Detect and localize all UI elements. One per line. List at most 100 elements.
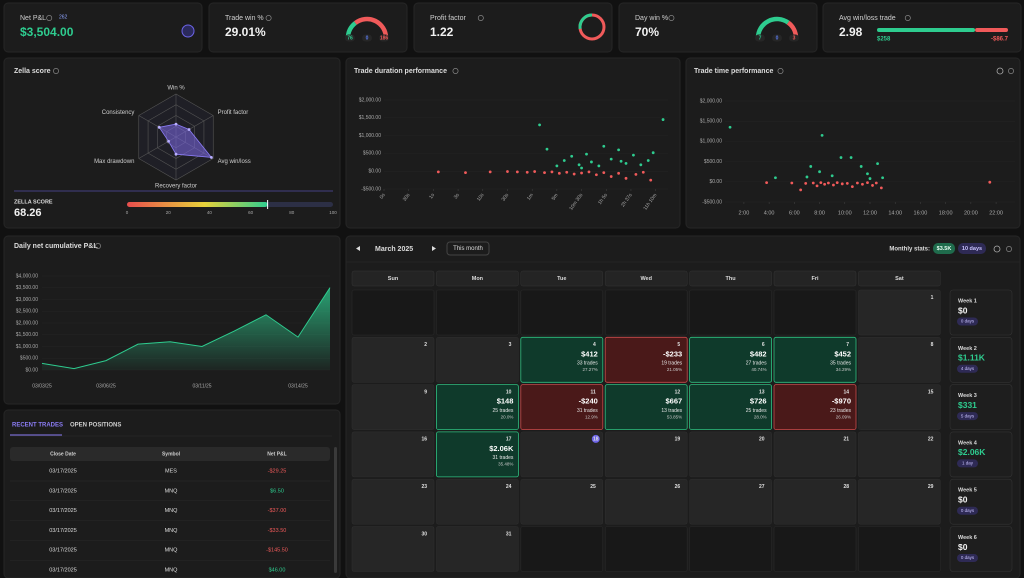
settings-icon[interactable] <box>996 67 1004 75</box>
day-pnl: $482 <box>750 349 767 358</box>
day-number: 12 <box>675 389 681 395</box>
day-cell[interactable] <box>351 337 435 383</box>
scatter-point <box>804 182 808 185</box>
y-tick-label: $0.00 <box>368 169 381 175</box>
day-cell[interactable] <box>351 384 435 430</box>
gauge-pill <box>772 34 782 42</box>
day-cell[interactable] <box>351 526 435 572</box>
day-cell[interactable] <box>435 431 519 478</box>
day-cell[interactable] <box>520 478 604 525</box>
table-cell: MNQ <box>165 567 179 573</box>
day-number: 26 <box>675 484 681 490</box>
day-cell[interactable] <box>858 289 941 336</box>
button-label[interactable]: This month <box>453 246 483 252</box>
day-cell[interactable] <box>604 384 688 431</box>
day-cell[interactable] <box>520 431 604 478</box>
day-cell[interactable] <box>858 384 941 430</box>
day-cell[interactable] <box>689 384 772 431</box>
x-tick-label: 6:00 <box>789 210 800 216</box>
x-tick-label: 20:00 <box>964 210 978 216</box>
week-label: Week 4 <box>958 440 978 446</box>
empty-cell <box>604 526 688 572</box>
day-number: 22 <box>928 437 934 443</box>
day-cell[interactable] <box>436 337 519 383</box>
day-cell[interactable] <box>604 478 688 525</box>
day-cell[interactable] <box>773 431 857 478</box>
day-number: 29 <box>928 484 934 490</box>
panel-title: Daily net cumulative P&L <box>14 243 98 250</box>
table-cell: 03/17/2025 <box>49 508 77 514</box>
y-tick-label: $1,500.00 <box>359 115 381 121</box>
day-cell[interactable] <box>436 478 519 525</box>
day-cell[interactable] <box>604 336 688 383</box>
day-cell[interactable] <box>520 384 604 431</box>
y-tick-label: $3,500.00 <box>16 285 38 291</box>
day-number: 31 <box>506 531 512 537</box>
day-trades: 19 trades <box>661 361 682 367</box>
day-cell[interactable] <box>689 431 772 478</box>
ring-win <box>578 13 593 30</box>
scatter-point <box>550 170 554 174</box>
scatter-point <box>555 164 559 168</box>
gauge-label: 186 <box>380 35 389 41</box>
day-cell[interactable] <box>773 478 857 525</box>
weekday-label: Fri <box>811 276 819 282</box>
button[interactable] <box>446 241 490 256</box>
scatter-point <box>881 176 885 180</box>
week-days-pill <box>957 364 978 373</box>
next-arrow[interactable] <box>432 246 436 251</box>
day-cell[interactable] <box>689 336 772 383</box>
day-cell[interactable] <box>351 431 435 478</box>
scatter-point <box>632 153 635 157</box>
avg-win-label: $258 <box>877 37 891 43</box>
week-pnl: $331 <box>958 400 977 410</box>
day-number: 2 <box>424 342 427 348</box>
weekday-cell <box>604 270 688 287</box>
scatter-point <box>624 161 628 165</box>
day-winrate: 28.0% <box>754 414 767 419</box>
tab[interactable]: RECENT TRADES <box>12 423 63 429</box>
x-tick-label: 03/06/25 <box>96 383 116 389</box>
day-cell[interactable] <box>858 478 941 525</box>
day-trades: 13 trades <box>661 408 682 414</box>
scatter-point <box>646 159 650 162</box>
kpi-value: 29.01% <box>225 25 266 39</box>
day-cell[interactable] <box>435 384 519 431</box>
panel-title: Trade duration performance <box>354 68 447 75</box>
stats-days: 10 days <box>962 246 982 252</box>
day-cell[interactable] <box>689 478 772 525</box>
tab[interactable]: OPEN POSITIONS <box>70 423 121 429</box>
stats-label: Monthly stats: <box>889 247 930 253</box>
gauge-label: 76 <box>347 35 353 41</box>
day-cell[interactable] <box>604 431 688 478</box>
stats-pill <box>933 243 955 254</box>
day-cell[interactable] <box>773 336 857 383</box>
radar-point <box>157 125 161 129</box>
info-icon <box>452 68 459 74</box>
weekday-cell <box>436 270 519 287</box>
scatter-point <box>832 183 835 187</box>
day-number: 13 <box>759 389 765 395</box>
day-trades: 23 trades <box>830 408 851 414</box>
day-cell[interactable] <box>520 336 604 383</box>
day-cell[interactable] <box>858 431 941 478</box>
scatter-point <box>790 181 794 185</box>
table-cell: -$145.50 <box>266 548 288 554</box>
panel-title: Trade time performance <box>694 68 773 75</box>
x-tick-label: 22:00 <box>989 210 1003 216</box>
day-cell[interactable] <box>436 526 519 572</box>
day-cell[interactable] <box>773 384 857 431</box>
table-cell: 03/17/2025 <box>49 567 77 573</box>
radar-label: Profit factor <box>218 110 249 116</box>
scatter-point <box>545 147 549 151</box>
info-icon <box>668 15 675 21</box>
day-number: 9 <box>424 389 427 395</box>
day-number: 1 <box>931 295 934 301</box>
prev-arrow[interactable] <box>356 246 360 251</box>
stats-pnl: $3.5K <box>937 246 952 252</box>
settings-icon[interactable] <box>993 245 1001 253</box>
day-cell[interactable] <box>858 337 941 383</box>
day-cell[interactable] <box>351 478 435 525</box>
scatter-point <box>809 165 813 168</box>
day-number: 14 <box>843 389 849 395</box>
